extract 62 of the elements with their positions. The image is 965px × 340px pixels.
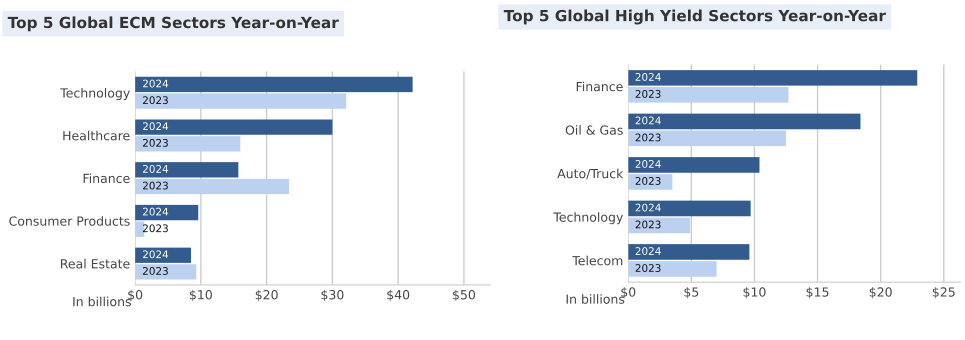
x-tick-label: $20 <box>870 287 892 298</box>
bar <box>135 93 346 109</box>
bar <box>628 114 860 130</box>
text: 2023 <box>142 96 168 104</box>
chart-title: Top 5 Global High Yield Sectors Year-on-Year <box>504 10 886 24</box>
text: 2023 <box>636 177 661 185</box>
bar <box>628 70 918 86</box>
y-tick-label: Real Estate <box>60 258 130 268</box>
x-tick-label: $20 <box>256 290 278 302</box>
y-tick-label: Finance <box>84 173 130 184</box>
x-tick-label: $10 <box>190 290 212 302</box>
text: 2023 <box>636 134 661 142</box>
text: 2024 <box>142 250 168 258</box>
y-tick-label: Auto/Truck <box>557 168 624 180</box>
text: 2024 <box>636 116 661 124</box>
y-tick-label: Technology <box>60 88 130 100</box>
bar <box>135 264 196 280</box>
x-tick-label: $10 <box>744 287 766 298</box>
y-tick-label: Technology <box>553 212 623 224</box>
y-tick-label: Oil & Gas <box>566 125 623 135</box>
bar <box>135 178 289 194</box>
bar <box>135 162 238 178</box>
series-label: 2023 <box>142 224 168 232</box>
bar <box>628 87 789 103</box>
text: 2024 <box>636 247 661 255</box>
bar <box>628 200 751 216</box>
bar <box>135 76 413 92</box>
text: 2024 <box>142 164 168 173</box>
series-label: 2023 <box>636 90 661 98</box>
bar <box>628 157 760 173</box>
text: 2023 <box>142 138 168 147</box>
bar <box>628 261 717 277</box>
text: 2023 <box>636 220 661 228</box>
text: 2023 <box>142 182 168 190</box>
bar <box>135 222 144 237</box>
y-tick-label: Consumer Products <box>9 216 130 226</box>
x-tick-label: $25 <box>932 287 955 298</box>
x-tick-label: $50 <box>453 290 476 302</box>
bar <box>628 218 690 234</box>
text: 2023 <box>636 264 661 272</box>
y-tick-label: Finance <box>576 82 623 92</box>
text: 2024 <box>636 160 661 168</box>
x-tick-label: $30 <box>321 290 344 302</box>
x-tick-label: $5 <box>684 287 698 298</box>
bar <box>628 174 672 190</box>
bar <box>628 130 786 146</box>
bar <box>135 204 198 220</box>
bar <box>135 248 191 263</box>
bar <box>135 136 240 152</box>
chart-title: Top 5 Global ECM Sectors Year-on-Year <box>8 16 339 32</box>
text: 2023 <box>142 267 168 275</box>
x-tick-label: $15 <box>806 287 828 298</box>
text: 2024 <box>142 80 168 88</box>
y-tick-label: Telecom <box>572 256 622 266</box>
text: 2024 <box>142 208 168 216</box>
text: 2024 <box>636 73 661 81</box>
y-tick-label: Healthcare <box>63 130 130 140</box>
bar <box>135 119 332 135</box>
series-label: 2024 <box>636 204 661 212</box>
x-tick-label: $40 <box>387 290 410 302</box>
bar <box>628 244 750 260</box>
series-label: 2024 <box>142 122 168 130</box>
